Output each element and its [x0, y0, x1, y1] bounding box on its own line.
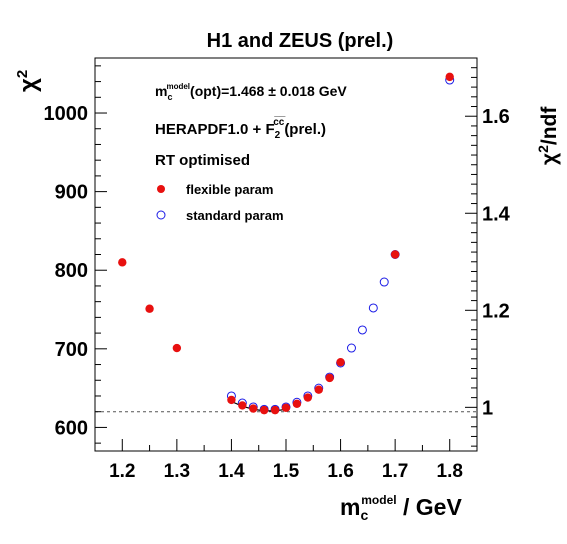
x-tick-label: 1.2	[109, 461, 135, 482]
y2-tick-label: 1.4	[482, 203, 511, 225]
flexible-param-point	[118, 258, 127, 267]
standard-param-point	[357, 325, 367, 335]
y2-axis-ticks: 1 1.2 1.4 1.6	[465, 67, 511, 447]
x-tick-label: 1.7	[382, 461, 408, 482]
legend-marker-standard	[156, 210, 166, 220]
y-tick-label: 800	[55, 260, 88, 282]
flexible-param-point	[249, 404, 258, 413]
chart-title: H1 and ZEUS (prel.)	[207, 30, 394, 52]
flexible-param-point	[238, 401, 247, 410]
standard-param-point	[346, 343, 356, 353]
x-axis-label: mcmodel / GeV	[340, 493, 462, 523]
y-tick-label: 900	[55, 182, 88, 204]
series-flexible-param	[118, 72, 454, 415]
legend: flexible param standard param	[156, 182, 284, 223]
plot-frame	[94, 57, 478, 452]
flexible-param-point	[336, 357, 345, 367]
y2-tick-label: 1	[482, 397, 493, 419]
flexible-param-point	[390, 250, 400, 259]
x-tick-label: 1.5	[273, 461, 300, 482]
x-tick-label: 1.3	[164, 461, 190, 482]
legend-label-standard: standard param	[186, 208, 284, 223]
x-tick-label: 1.6	[327, 461, 353, 482]
flexible-param-point	[325, 373, 334, 383]
y2-axis-label: χ2/ndf	[535, 106, 561, 165]
flexible-param-point	[292, 399, 302, 409]
y-tick-label: 700	[55, 339, 88, 361]
legend-marker-flexible	[157, 185, 165, 193]
pdf-annotation: HERAPDF1.0 + F2c̅c̅(prel.)	[155, 116, 326, 141]
y2-tick-label: 1.6	[482, 106, 510, 128]
rt-annotation: RT optimised	[155, 152, 250, 169]
standard-param-point	[368, 303, 378, 313]
flexible-param-point	[172, 343, 182, 353]
y-axis-label: χ2	[14, 70, 42, 92]
flexible-param-point	[303, 393, 313, 402]
y-axis-ticks: 600 700 800 900 1000	[44, 65, 107, 444]
standard-param-point	[379, 277, 389, 287]
x-tick-label: 1.8	[437, 461, 463, 482]
legend-label-flexible: flexible param	[186, 182, 273, 197]
flexible-param-point	[227, 395, 236, 405]
flexible-param-point	[259, 405, 269, 415]
y-tick-label: 600	[55, 417, 88, 439]
y-tick-label: 1000	[44, 103, 89, 125]
mc-annotation: mcmodel(opt)=1.468 ± 0.018 GeV	[155, 82, 347, 102]
x-tick-label: 1.4	[218, 461, 245, 482]
y2-tick-label: 1.2	[482, 300, 510, 322]
flexible-param-point	[281, 403, 291, 412]
flexible-param-point	[270, 405, 280, 415]
flexible-param-point	[145, 304, 154, 313]
flexible-param-point	[445, 72, 454, 82]
flexible-param-point	[314, 385, 323, 394]
x-axis-ticks: 1.2 1.3 1.4 1.5 1.6 1.7 1.8	[94, 439, 478, 482]
